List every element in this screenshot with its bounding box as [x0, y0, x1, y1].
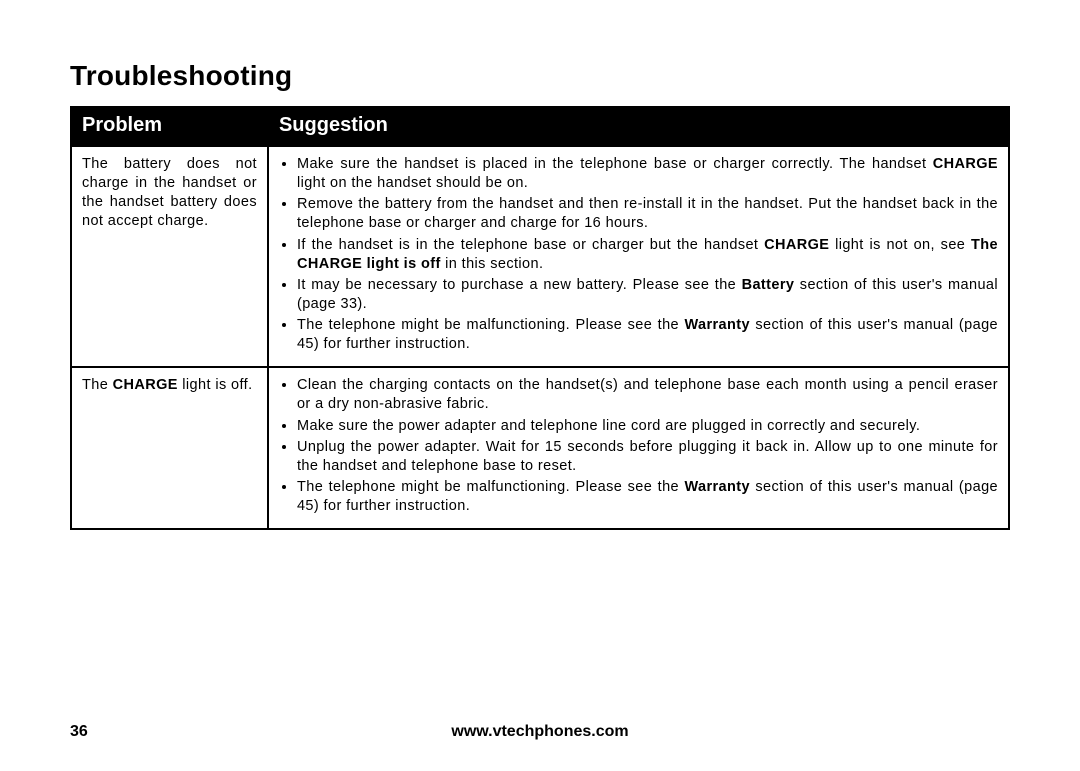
- section-title: Troubleshooting: [70, 60, 1010, 92]
- table-body: The battery does not charge in the hands…: [71, 146, 1009, 529]
- suggestion-cell: Make sure the handset is placed in the t…: [268, 146, 1009, 367]
- problem-text: The CHARGE light is off.: [82, 376, 257, 395]
- footer-url: www.vtechphones.com: [130, 723, 950, 741]
- table-header-row: Problem Suggestion: [71, 107, 1009, 146]
- problem-cell: The CHARGE light is off.: [71, 367, 268, 529]
- page-footer: 36 www.vtechphones.com: [70, 723, 1010, 741]
- suggestion-item: Clean the charging contacts on the hands…: [297, 376, 998, 414]
- suggestion-item: Remove the battery from the handset and …: [297, 195, 998, 233]
- suggestion-item: The telephone might be malfunctioning. P…: [297, 478, 998, 516]
- suggestion-list: Clean the charging contacts on the hands…: [279, 376, 998, 516]
- problem-cell: The battery does not charge in the hands…: [71, 146, 268, 367]
- problem-text: The battery does not charge in the hands…: [82, 155, 257, 232]
- suggestion-item: If the handset is in the telephone base …: [297, 236, 998, 274]
- troubleshooting-table: Problem Suggestion The battery does not …: [70, 106, 1010, 530]
- suggestion-item: It may be necessary to purchase a new ba…: [297, 276, 998, 314]
- suggestion-cell: Clean the charging contacts on the hands…: [268, 367, 1009, 529]
- header-problem: Problem: [71, 107, 268, 146]
- table-row: The battery does not charge in the hands…: [71, 146, 1009, 367]
- document-page: Troubleshooting Problem Suggestion The b…: [0, 0, 1080, 771]
- suggestion-item: Make sure the handset is placed in the t…: [297, 155, 998, 193]
- page-number: 36: [70, 723, 130, 741]
- table-row: The CHARGE light is off. Clean the chargi…: [71, 367, 1009, 529]
- suggestion-list: Make sure the handset is placed in the t…: [279, 155, 998, 354]
- suggestion-item: Make sure the power adapter and telephon…: [297, 417, 998, 436]
- suggestion-item: The telephone might be malfunctioning. P…: [297, 316, 998, 354]
- header-suggestion: Suggestion: [268, 107, 1009, 146]
- suggestion-item: Unplug the power adapter. Wait for 15 se…: [297, 438, 998, 476]
